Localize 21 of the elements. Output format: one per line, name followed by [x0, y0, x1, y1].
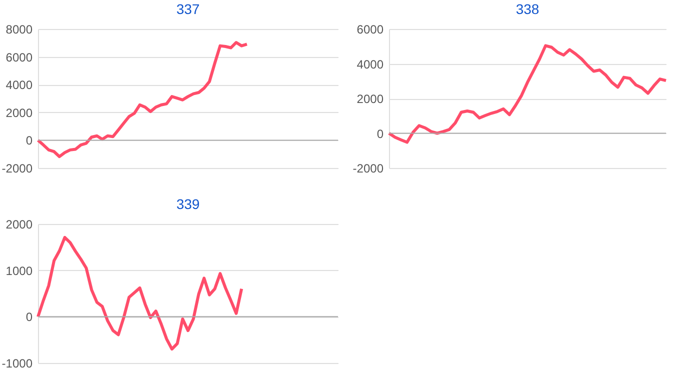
y-tick-label: 4000: [6, 78, 33, 92]
y-tick-label: 4000: [356, 57, 384, 72]
line-series: [388, 44, 668, 144]
y-tick-label: 2000: [6, 106, 33, 120]
y-tick-label: -2000: [352, 162, 384, 176]
y-tick-label: 6000: [356, 22, 384, 36]
y-tick-label: 0: [26, 310, 33, 324]
y-tick-label: 0: [26, 134, 33, 148]
y-tick-label: 8000: [6, 22, 33, 36]
chart-title: 339: [176, 196, 200, 212]
chart-title: 337: [176, 1, 200, 17]
y-tick-label: -1000: [2, 356, 33, 370]
y-tick-label: 6000: [6, 50, 33, 64]
y-tick-label: -2000: [2, 162, 33, 176]
line-series: [36, 40, 248, 158]
y-tick-label: 2000: [6, 218, 33, 232]
y-tick-label: 2000: [356, 92, 384, 106]
chart-title: 338: [516, 1, 540, 17]
y-tick-label: 1000: [6, 264, 33, 278]
line-series: [36, 236, 244, 351]
y-tick-label: 0: [376, 126, 384, 141]
